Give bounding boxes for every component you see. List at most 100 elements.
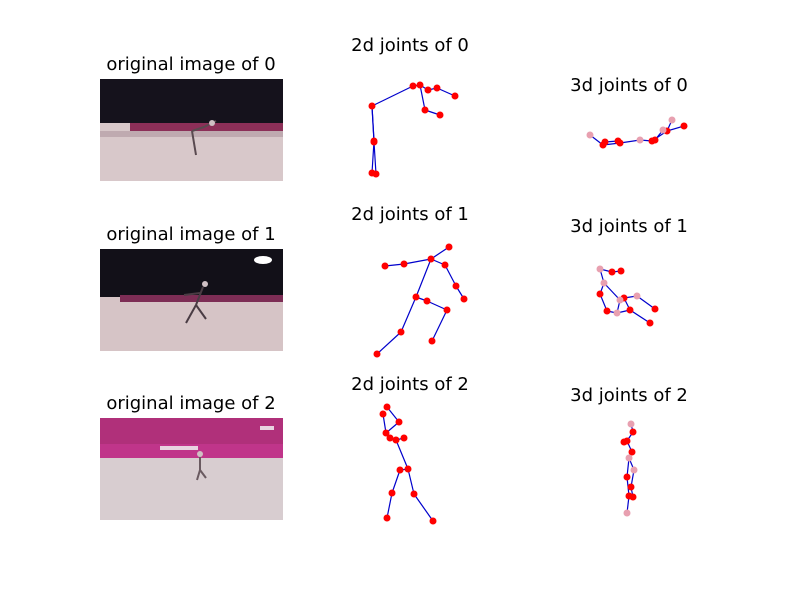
banner [130, 123, 283, 131]
joint-point [601, 138, 609, 146]
joint-point [400, 434, 408, 442]
joint-point [379, 410, 387, 418]
joint-point [424, 86, 432, 94]
joint-point [616, 296, 624, 304]
bone [371, 105, 375, 142]
bone [371, 85, 414, 107]
wall [100, 79, 283, 123]
bone [603, 282, 621, 301]
banner-logo [260, 426, 274, 430]
logo-patch [254, 256, 272, 264]
joint-point [412, 293, 420, 301]
bone [430, 246, 450, 260]
joint-point [596, 265, 604, 273]
bone [400, 296, 417, 333]
joint-point [397, 328, 405, 336]
joint-point [623, 473, 631, 481]
joints2d-title-0: 2d joints of 0 [351, 35, 469, 56]
joint-point [441, 261, 449, 269]
bone [419, 84, 426, 111]
joint-point [433, 84, 441, 92]
joint-point [436, 111, 444, 119]
joint-point [603, 307, 611, 315]
bone [415, 258, 432, 298]
joint-point [423, 297, 431, 305]
bone [391, 469, 401, 494]
joint-point [596, 290, 604, 298]
joint-point [646, 319, 654, 327]
joint-point [388, 489, 396, 497]
banner [100, 444, 283, 458]
bone [431, 309, 448, 342]
joint-point [368, 169, 376, 177]
skeleton-3d-0 [586, 116, 688, 149]
joint-point [410, 490, 418, 498]
joints3d-title-2: 3d joints of 2 [570, 385, 688, 406]
joint-point [625, 454, 633, 462]
banner-text [160, 446, 198, 450]
joint-point [400, 260, 408, 268]
original-image-0 [100, 79, 283, 181]
joints3d-title-0: 3d joints of 0 [570, 75, 688, 96]
bone [629, 309, 651, 324]
joint-point [586, 131, 594, 139]
joint-point [651, 305, 659, 313]
joints2d-title-1: 2d joints of 1 [351, 204, 469, 225]
joint-point [383, 514, 391, 522]
bone [395, 439, 409, 470]
joint-point [396, 466, 404, 474]
joint-point [382, 429, 390, 437]
joint-point [668, 116, 676, 124]
wall [100, 249, 283, 297]
original-image-1 [100, 249, 283, 351]
joint-point [600, 279, 608, 287]
gymnast-figure [196, 456, 207, 481]
bone [413, 493, 434, 522]
image-title-1: original image of 1 [106, 224, 276, 245]
joint-point [443, 306, 451, 314]
joint-point [627, 420, 635, 428]
joint-point [659, 126, 667, 134]
joint-point [428, 337, 436, 345]
joint-point [392, 436, 400, 444]
joint-point [680, 122, 688, 130]
skeleton-2d-1 [373, 243, 468, 358]
skeleton-3d-1 [596, 265, 659, 327]
joint-point [636, 136, 644, 144]
joint-point [630, 466, 638, 474]
bone [403, 258, 432, 265]
joint-point [614, 137, 622, 145]
joint-point [617, 267, 625, 275]
joint-point [627, 483, 635, 491]
joint-point [383, 403, 391, 411]
joint-point [629, 493, 637, 501]
joint-point [373, 350, 381, 358]
joint-point [429, 517, 437, 525]
joint-point [460, 295, 468, 303]
joint-point [416, 81, 424, 89]
gymnast-figure [183, 286, 207, 324]
bone [636, 295, 656, 310]
joints2d-title-2: 2d joints of 2 [351, 374, 469, 395]
joint-point [620, 438, 628, 446]
bone [373, 141, 377, 175]
joint-point [370, 137, 378, 145]
bone [444, 264, 457, 287]
joint-point [629, 428, 637, 436]
joint-point [451, 92, 459, 100]
joint-point [633, 292, 641, 300]
joint-point [613, 309, 621, 317]
skeleton-2d-0 [368, 81, 459, 178]
joint-point [395, 418, 403, 426]
bone [371, 140, 375, 174]
skeleton-2d-2 [379, 403, 437, 525]
bone [376, 331, 402, 355]
joint-point [409, 82, 417, 90]
joint-point [427, 255, 435, 263]
joints3d-title-1: 3d joints of 1 [570, 216, 688, 237]
original-image-2 [100, 418, 283, 520]
image-title-0: original image of 0 [106, 54, 276, 75]
bone [407, 468, 415, 495]
image-title-2: original image of 2 [106, 393, 276, 414]
